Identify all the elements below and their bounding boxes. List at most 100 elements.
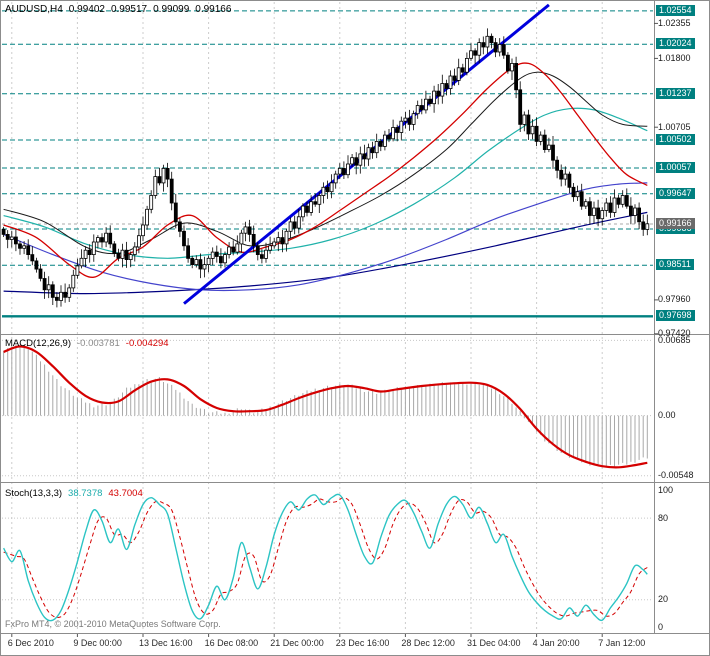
macd-main-value: -0.003781 [77, 338, 120, 349]
candle-body [391, 127, 396, 140]
candle-body [411, 113, 416, 125]
candle-body [206, 257, 211, 265]
candle-body [456, 67, 461, 81]
time-label: 21 Dec 00:00 [270, 638, 324, 648]
candle-body [165, 167, 170, 180]
candle-body [452, 75, 457, 81]
macd-axis-label: -0.00548 [658, 470, 694, 481]
candle-body [329, 182, 334, 193]
candle-body [272, 241, 277, 247]
candle-body [218, 256, 223, 264]
stoch-axis-label: 100 [658, 485, 674, 496]
candle-body [510, 63, 514, 72]
candle-body [399, 120, 404, 133]
candle-body [120, 249, 125, 259]
candle-body [505, 54, 510, 72]
time-label: 7 Jan 12:00 [598, 638, 646, 648]
candle-body [616, 197, 621, 205]
stoch-axis-label: 0 [658, 621, 664, 632]
candle-body [100, 237, 104, 243]
time-label: 28 Dec 12:00 [401, 638, 455, 648]
candle-body [551, 144, 555, 161]
candle-body [235, 243, 240, 253]
candle-body [387, 134, 391, 140]
candle-body [448, 75, 453, 90]
candle-body [63, 291, 67, 298]
candle-body [157, 176, 162, 184]
candle-body [645, 223, 650, 230]
candle-body [563, 173, 568, 180]
chart-header: AUDUSD,H4 0.99402 0.99517 0.99099 0.99166 [5, 4, 231, 15]
time-label: 4 Jan 20:00 [532, 638, 580, 648]
stoch-axis-label: 20 [658, 594, 669, 605]
candle-body [489, 35, 494, 43]
candle-body [22, 245, 27, 249]
candle-body [534, 125, 539, 142]
candle-body [321, 186, 326, 196]
candle-body [333, 173, 338, 184]
candle-body [145, 208, 150, 226]
price-tick-label: 1.00705 [658, 121, 691, 132]
candle-body [55, 296, 59, 301]
candle-body [264, 249, 268, 259]
trendline[interactable] [183, 3, 550, 305]
candle-body [284, 230, 289, 245]
candle-body [223, 254, 227, 264]
price-tick-label: 1.02355 [658, 17, 691, 28]
candle-body [247, 226, 252, 235]
current-price-label: 0.99166 [656, 218, 695, 229]
candle-body [346, 163, 350, 176]
candle-body [485, 35, 490, 48]
candle-body [71, 274, 76, 289]
candle-body [464, 58, 469, 73]
candle-body [526, 114, 531, 135]
time-label: 6 Dec 2010 [7, 638, 54, 648]
candle-body [337, 167, 342, 175]
candle-body [18, 243, 22, 249]
time-axis[interactable]: 6 Dec 2010 9 Dec 00:00 13 Dec 16:00 16 Dec … [0, 638, 656, 652]
candle-body [382, 134, 387, 147]
candle-body [366, 147, 371, 160]
stoch-axis-label: 80 [658, 512, 669, 523]
candle-body [629, 205, 633, 216]
candle-body [141, 224, 145, 237]
macd-signal-line [3, 345, 648, 469]
candle-body [604, 202, 609, 211]
candle-body [608, 202, 613, 213]
candle-body [378, 140, 383, 147]
candle-body [26, 245, 31, 256]
candle-body [522, 114, 527, 125]
candle-body [530, 125, 535, 135]
candle-body [108, 232, 113, 245]
candle-body [202, 264, 207, 270]
macd-name-label: MACD(12,26,9) [5, 338, 71, 349]
price-level-label: 1.00502 [656, 134, 695, 145]
candle-body [637, 207, 641, 223]
time-label: 16 Dec 08:00 [204, 638, 259, 648]
candle-body [296, 216, 301, 229]
price-level-label: 0.99647 [656, 187, 695, 199]
candle-body [477, 42, 482, 56]
ma-line-black [3, 71, 648, 255]
time-label: 23 Dec 16:00 [335, 638, 390, 648]
candle-body [313, 201, 318, 205]
candle-body [30, 254, 35, 262]
candle-body [469, 50, 473, 59]
candle-body [182, 230, 186, 247]
ohlc-close-value: 0.99166 [195, 4, 232, 15]
price-level-label: 1.00057 [656, 162, 695, 173]
price-level-label: 0.97698 [656, 310, 695, 322]
candle-body [571, 186, 576, 198]
macd-pane[interactable] [2, 339, 653, 477]
candle-body [358, 153, 363, 166]
stoch-pane[interactable] [2, 493, 653, 622]
ohlc-low-value: 0.99099 [153, 4, 190, 15]
candle-body [350, 157, 355, 165]
stoch-main-line [2, 493, 648, 622]
candle-body [567, 173, 572, 188]
candle-body [547, 144, 551, 150]
price-scale[interactable]: 1.02355 1.01800 1.00705 0.97960 0.97420 1.025… [656, 0, 710, 656]
